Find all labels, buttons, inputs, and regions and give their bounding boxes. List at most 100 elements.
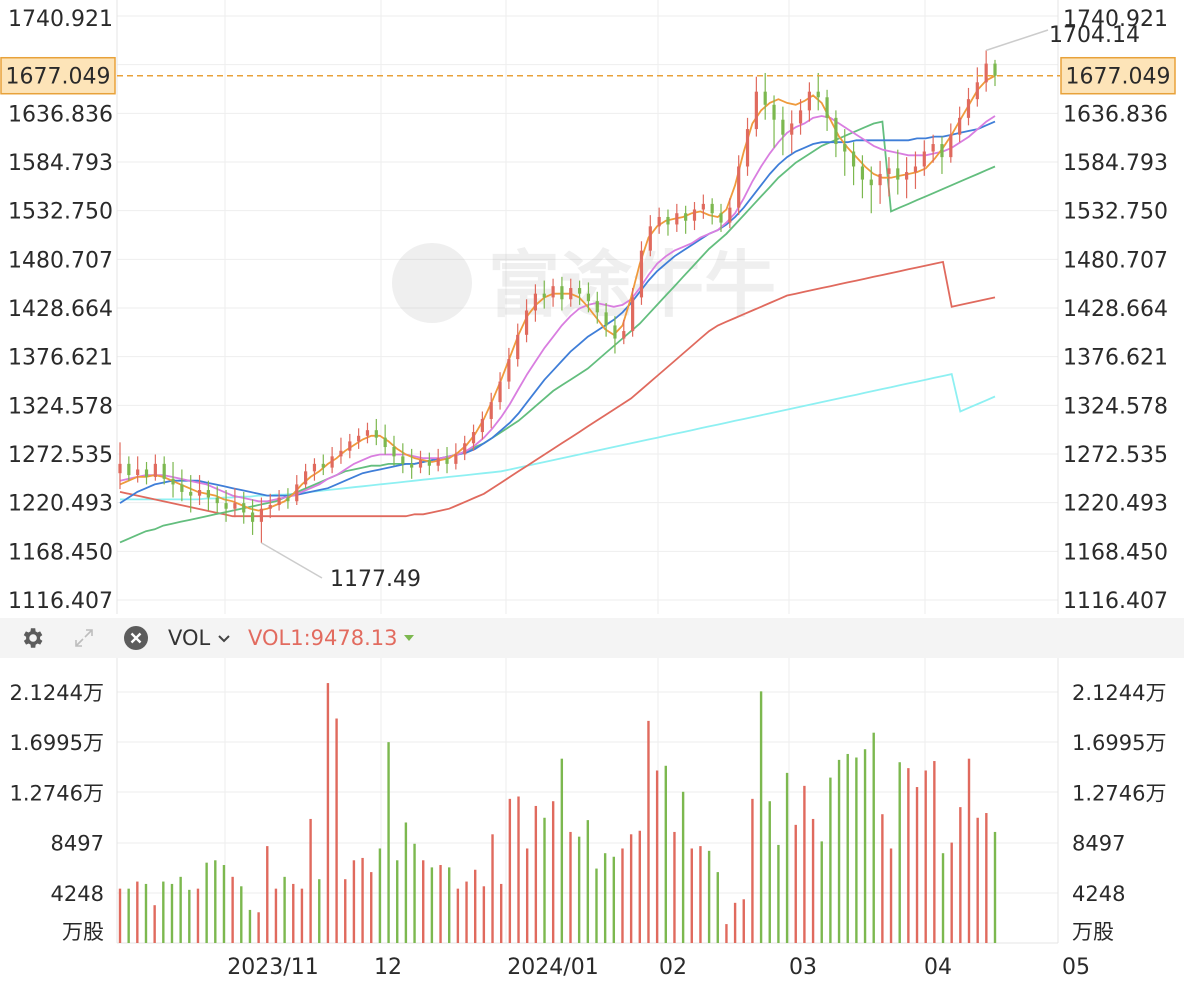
price-tick-label: 1220.493 xyxy=(8,492,113,517)
price-tick-label: 1480.707 xyxy=(8,248,113,273)
candle xyxy=(250,499,255,535)
volume-tick-label: 1.2746万 xyxy=(1072,781,1166,805)
volume-bar xyxy=(378,848,382,943)
candle xyxy=(304,463,308,489)
candle-body xyxy=(171,478,175,485)
extreme-price-annotations: 1704.14 1177.49 xyxy=(261,23,1140,592)
candle xyxy=(189,475,193,513)
candle xyxy=(966,87,971,126)
candle-body xyxy=(127,463,131,476)
candle xyxy=(922,140,926,176)
candle xyxy=(286,488,290,509)
candle-body xyxy=(401,456,405,464)
price-tick-label: 1584.793 xyxy=(1063,151,1168,176)
candle xyxy=(498,372,502,410)
candle xyxy=(542,280,546,309)
volume-tick-label: 2.1244万 xyxy=(1072,681,1166,705)
price-axis-left: 1740.921 1636.836 1584.793 1532.750 1480.707… xyxy=(8,7,113,614)
date-tick-label: 03 xyxy=(789,955,817,980)
candle xyxy=(763,72,767,120)
candle xyxy=(684,205,688,234)
candle-body xyxy=(533,293,538,311)
candle xyxy=(825,89,829,131)
volume-bar xyxy=(759,691,763,943)
candle-body xyxy=(993,63,997,76)
candle-body xyxy=(250,512,255,522)
candle xyxy=(745,117,750,176)
candle xyxy=(905,157,909,199)
volume-bar xyxy=(196,888,200,943)
volume-bar xyxy=(742,899,745,943)
min-price-pointer xyxy=(261,542,323,579)
volume-bar xyxy=(794,824,797,943)
volume-bar xyxy=(534,805,538,943)
volume-bar xyxy=(318,879,321,943)
candle-body xyxy=(710,203,714,214)
candle xyxy=(162,456,166,485)
candle xyxy=(524,299,529,343)
price-tick-label: 1324.578 xyxy=(1063,394,1168,419)
volume-bar xyxy=(396,860,399,943)
volume-bar xyxy=(560,758,564,943)
candle-body xyxy=(471,432,476,444)
volume-bar xyxy=(188,889,191,943)
candle-body xyxy=(551,286,555,298)
candle-body xyxy=(330,456,334,468)
volume-bar xyxy=(387,742,390,943)
volume-bar xyxy=(829,777,832,943)
volume-tick-label: 1.6995万 xyxy=(1072,731,1166,755)
close-indicator-button[interactable] xyxy=(122,618,150,658)
candle-body xyxy=(224,503,228,509)
candle-body xyxy=(321,463,325,468)
candle-body xyxy=(259,508,264,522)
price-tick-label: 1116.407 xyxy=(1063,589,1168,614)
expand-button[interactable] xyxy=(70,618,98,658)
volume-bar xyxy=(179,876,182,943)
candle-body xyxy=(604,312,608,326)
candle xyxy=(940,136,944,174)
settings-button[interactable] xyxy=(18,618,46,658)
volume-bar xyxy=(907,768,910,943)
volume-bars xyxy=(118,683,997,943)
candle-body xyxy=(913,166,918,173)
volume-bar xyxy=(621,848,624,943)
candle-body xyxy=(905,172,909,180)
candle-body xyxy=(436,458,440,466)
candle-body xyxy=(268,504,272,509)
candle xyxy=(790,110,794,154)
candle-body xyxy=(197,490,202,496)
indicator-selector[interactable]: VOL xyxy=(168,618,232,658)
candle xyxy=(463,435,467,461)
volume-bar xyxy=(153,905,156,943)
candle-body xyxy=(878,173,882,186)
volume-bar xyxy=(820,841,823,943)
price-tick-label: 1428.664 xyxy=(1063,297,1168,322)
candle-body xyxy=(728,207,732,223)
candle-body xyxy=(463,443,467,455)
candle-body xyxy=(118,463,122,474)
candle-body xyxy=(304,471,308,485)
volume-axis-right: 2.1244万 1.6995万 1.2746万 8497 4248 万股 xyxy=(1072,681,1166,944)
price-tick-label: 1376.621 xyxy=(8,346,113,371)
candle xyxy=(728,198,732,229)
candle xyxy=(445,447,449,474)
candle xyxy=(410,448,414,479)
candle xyxy=(471,424,476,451)
volume-bar xyxy=(525,848,529,943)
candle-body xyxy=(427,460,431,466)
indicator-value-selector[interactable]: VOL1:9478.13 xyxy=(248,618,416,658)
candle xyxy=(569,278,573,307)
candle xyxy=(798,99,803,135)
volume-bar xyxy=(690,848,693,943)
date-tick-label: 2024/01 xyxy=(507,955,598,980)
moving-average-lines xyxy=(119,75,996,544)
volume-bar xyxy=(603,853,607,943)
date-tick-label: 12 xyxy=(374,955,402,980)
candle xyxy=(392,435,396,466)
candle-body xyxy=(631,297,635,332)
candle xyxy=(268,493,272,519)
volume-bar xyxy=(465,881,468,943)
volume-bar xyxy=(898,762,901,943)
volume-bar xyxy=(404,822,408,943)
candle-body xyxy=(418,460,423,468)
